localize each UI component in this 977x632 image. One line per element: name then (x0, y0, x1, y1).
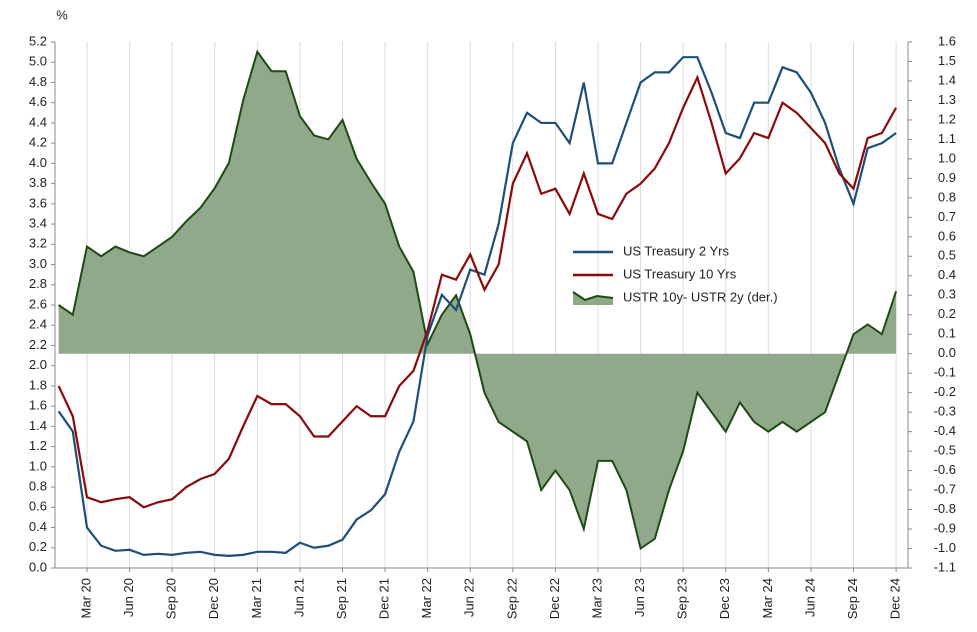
y2-tick-label: 1.6 (938, 33, 956, 48)
legend-swatch-line (572, 291, 614, 302)
y2-tick-label: 1.0 (938, 150, 956, 165)
x-tick-label: Sep 24 (845, 578, 860, 619)
y2-tick-label: 0.1 (938, 326, 956, 341)
y-tick-label: 0.4 (29, 519, 47, 534)
y2-tick-label: 1.5 (938, 53, 956, 68)
x-tick-label: Jun 23 (632, 578, 647, 617)
y-tick-label: 0.2 (29, 539, 47, 554)
y2-tick-label: 1.1 (938, 131, 956, 146)
y-axis-label: % (56, 7, 68, 22)
y-tick-label: 1.2 (29, 438, 47, 453)
y-tick-label: 5.2 (29, 33, 47, 48)
y2-tick-label: -0.8 (934, 501, 956, 516)
y2-tick-label: -0.4 (934, 423, 956, 438)
y2-tick-label: 0.9 (938, 170, 956, 185)
y-tick-label: 2.2 (29, 337, 47, 352)
x-tick-label: Dec 21 (377, 578, 392, 619)
y-tick-label: 0.0 (29, 559, 47, 574)
y-tick-label: 2.4 (29, 317, 47, 332)
y-tick-label: 3.2 (29, 236, 47, 251)
y2-tick-label: -1.1 (934, 559, 956, 574)
line (57, 74, 898, 509)
x-tick-label: Mar 22 (419, 578, 434, 618)
y-tick-label: 0.6 (29, 499, 47, 514)
y-tick-label: 3.8 (29, 175, 47, 190)
area-line (58, 49, 898, 551)
y2-tick-label: 0.5 (938, 248, 956, 263)
y2-tick-label: 0.2 (938, 306, 956, 321)
y-tick-label: 2.0 (29, 357, 47, 372)
y-tick-label: 1.0 (29, 458, 47, 473)
legend-label: USTR 10y- USTR 2y (der.) (623, 289, 778, 304)
x-tick-label: Jun 20 (121, 578, 136, 617)
y-tick-label: 5.0 (29, 54, 47, 69)
y2-tick-label: -0.7 (934, 482, 956, 497)
x-tick-label: Jun 22 (462, 578, 477, 617)
y2-tick-label: -0.5 (934, 443, 956, 458)
y-tick-label: 2.6 (29, 296, 47, 311)
y2-tick-label: 0.7 (938, 209, 956, 224)
legend-label: US Treasury 10 Yrs (623, 266, 737, 281)
y2-tick-label: -1.0 (934, 540, 956, 555)
x-tick-label: Sep 22 (504, 578, 519, 619)
y-tick-label: 4.0 (29, 155, 47, 170)
y2-tick-label: 0.6 (938, 228, 956, 243)
y-tick-label: 4.8 (29, 74, 47, 89)
y-tick-label: 1.8 (29, 377, 47, 392)
y-tick-label: 4.6 (29, 94, 47, 109)
y2-tick-label: 0.4 (938, 267, 956, 282)
x-tick-label: Jun 24 (802, 578, 817, 617)
y-tick-label: 3.4 (29, 216, 47, 231)
y2-tick-label: -0.6 (934, 462, 956, 477)
x-tick-label: Dec 24 (888, 578, 903, 619)
x-tick-label: Mar 24 (760, 578, 775, 618)
legend-swatch (573, 292, 613, 305)
y-tick-label: 4.2 (29, 135, 47, 150)
y-tick-label: 2.8 (29, 276, 47, 291)
x-tick-label: Sep 20 (164, 578, 179, 619)
y2-tick-label: 1.4 (938, 72, 956, 87)
x-tick-label: Dec 20 (206, 578, 221, 619)
area (58, 51, 897, 549)
x-tick-label: Mar 23 (589, 578, 604, 618)
y2-tick-label: 1.3 (938, 92, 956, 107)
x-tick-label: Sep 23 (675, 578, 690, 619)
y-tick-label: 3.6 (29, 195, 47, 210)
y2-tick-label: -0.1 (934, 365, 956, 380)
y2-tick-label: 0.0 (938, 345, 956, 360)
x-tick-label: Jun 21 (291, 578, 306, 617)
x-tick-label: Mar 20 (78, 578, 93, 618)
x-tick-label: Dec 22 (547, 578, 562, 619)
y2-tick-label: -0.2 (934, 384, 956, 399)
x-tick-label: Dec 23 (717, 578, 732, 619)
y-tick-label: 3.0 (29, 256, 47, 271)
y2-tick-label: -0.9 (934, 520, 956, 535)
y2-tick-label: 1.2 (938, 111, 956, 126)
x-tick-label: Mar 21 (249, 578, 264, 618)
x-tick-label: Sep 21 (334, 578, 349, 619)
y-tick-label: 4.4 (29, 114, 47, 129)
y-tick-label: 1.6 (29, 398, 47, 413)
y-tick-label: 1.4 (29, 418, 47, 433)
y2-tick-label: 0.8 (938, 189, 956, 204)
legend-label: US Treasury 2 Yrs (623, 243, 729, 258)
y2-tick-label: -0.3 (934, 404, 956, 419)
y-tick-label: 0.8 (29, 479, 47, 494)
y2-tick-label: 0.3 (938, 287, 956, 302)
